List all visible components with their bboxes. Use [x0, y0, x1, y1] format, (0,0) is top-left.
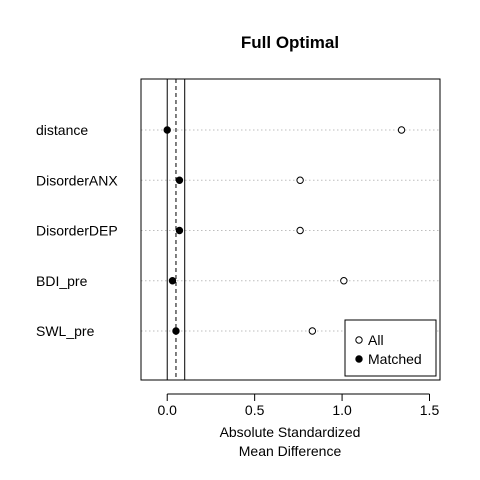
- legend-marker-matched: [355, 355, 363, 363]
- x-tick-label: 1.5: [420, 402, 440, 418]
- variable-labels: distance DisorderANX DisorderDEP BDI_pre SWL…: [36, 122, 118, 339]
- x-tick-label: 1.0: [332, 402, 352, 418]
- matched-point-swl-pre: [172, 327, 180, 335]
- matched-point-distance: [163, 126, 171, 134]
- x-tick-label: 0.5: [245, 402, 265, 418]
- legend-label-all: All: [368, 332, 384, 348]
- variable-label-bdi-pre: BDI_pre: [36, 273, 88, 289]
- all-point-disorderanx: [296, 176, 304, 184]
- legend-marker-all: [355, 336, 363, 344]
- all-point-bdi-pre: [340, 277, 348, 285]
- data-points: [163, 126, 406, 335]
- legend: All Matched: [344, 319, 437, 377]
- matched-point-disorderanx: [175, 176, 184, 184]
- chart-title: Full Optimal: [241, 33, 339, 52]
- plot-frame: [140, 78, 441, 381]
- matched-point-bdi-pre: [168, 277, 177, 285]
- all-point-distance: [397, 126, 406, 134]
- row-gridlines: [141, 129, 440, 332]
- x-axis-label: Absolute Standardized Mean Difference: [220, 424, 361, 459]
- variable-label-disorderdep: DisorderDEP: [36, 223, 118, 239]
- matched-point-disorderdep: [175, 226, 184, 235]
- x-tick-label: 0.0: [157, 402, 177, 418]
- variable-label-distance: distance: [36, 122, 88, 138]
- legend-label-matched: Matched: [368, 351, 422, 367]
- x-axis: 0.0 0.5 1.0 1.5: [157, 393, 440, 418]
- variable-label-disorderanx: DisorderANX: [36, 172, 118, 188]
- all-point-swl-pre: [308, 327, 317, 335]
- legend-box: [344, 319, 437, 377]
- all-point-disorderdep: [296, 226, 304, 235]
- variable-label-swl-pre: SWL_pre: [36, 323, 95, 339]
